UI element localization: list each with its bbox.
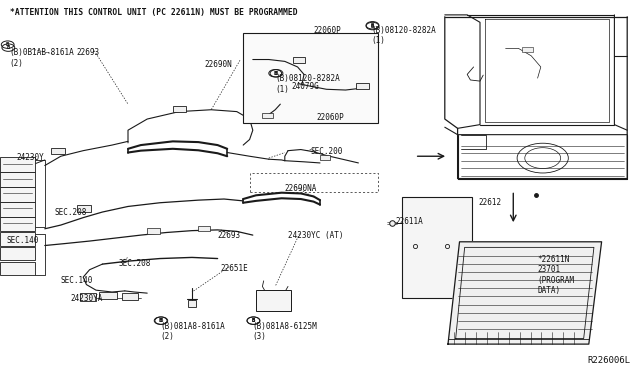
Bar — [0, 232, 35, 246]
Bar — [0, 172, 35, 187]
Bar — [0, 262, 35, 275]
Text: SEC.140: SEC.140 — [6, 236, 39, 245]
Text: 22651E: 22651E — [221, 264, 248, 273]
Text: 22693: 22693 — [218, 231, 241, 240]
Text: 22690NA: 22690NA — [285, 184, 317, 193]
Bar — [99, 292, 117, 299]
Text: (B)08120-8282A
(1): (B)08120-8282A (1) — [275, 74, 340, 94]
Text: SEC.200: SEC.200 — [310, 147, 343, 156]
Text: R226006L: R226006L — [588, 356, 630, 365]
Text: 24230YA: 24230YA — [70, 294, 103, 303]
Bar — [522, 47, 533, 52]
Text: (B)081A8-8161A
(2): (B)081A8-8161A (2) — [160, 322, 225, 341]
Text: B: B — [275, 71, 278, 76]
Bar — [293, 57, 305, 63]
Text: 22693: 22693 — [77, 48, 100, 57]
Bar — [320, 155, 330, 160]
Text: (B)081A8-6125M
(3): (B)081A8-6125M (3) — [253, 322, 317, 341]
Text: B: B — [252, 318, 255, 323]
Text: SEC.140: SEC.140 — [61, 276, 93, 285]
Text: B: B — [159, 318, 163, 323]
Text: 24230YC (AT): 24230YC (AT) — [288, 231, 344, 240]
Text: *22611N
23701
(PROGRAM
DATA): *22611N 23701 (PROGRAM DATA) — [538, 255, 575, 295]
Text: B: B — [371, 23, 374, 28]
Bar — [0, 187, 35, 202]
Bar — [80, 293, 96, 301]
Bar — [256, 290, 291, 311]
Bar — [356, 83, 369, 89]
Text: 24079G: 24079G — [291, 82, 319, 91]
Bar — [122, 293, 138, 300]
Bar — [0, 217, 35, 231]
Bar — [243, 33, 378, 123]
Polygon shape — [448, 242, 602, 344]
Bar — [51, 148, 65, 154]
Text: (B)0B1AB-8161A
(2): (B)0B1AB-8161A (2) — [10, 48, 74, 68]
Text: 22060P: 22060P — [314, 26, 341, 35]
Text: SEC.208: SEC.208 — [54, 208, 87, 217]
Text: B: B — [252, 318, 255, 323]
Text: 22690N: 22690N — [205, 60, 232, 68]
Text: B: B — [273, 71, 277, 76]
Bar — [0, 157, 35, 172]
Text: 3EC.208: 3EC.208 — [118, 259, 151, 267]
Text: 24230Y: 24230Y — [16, 153, 44, 161]
Bar — [0, 247, 35, 260]
Bar — [0, 202, 35, 217]
Text: 22060P: 22060P — [317, 113, 344, 122]
Text: 22612: 22612 — [479, 198, 502, 207]
Bar — [173, 106, 186, 112]
Bar — [77, 205, 91, 212]
Bar — [188, 300, 196, 307]
Text: B: B — [371, 23, 374, 29]
Text: (B)08120-8282A
(1): (B)08120-8282A (1) — [371, 26, 436, 45]
Text: B: B — [6, 45, 10, 50]
Text: *ATTENTION THIS CONTROL UNIT (PC 22611N) MUST BE PROGRAMMED: *ATTENTION THIS CONTROL UNIT (PC 22611N)… — [10, 8, 297, 17]
Text: B: B — [6, 42, 10, 47]
Text: 22611A: 22611A — [396, 217, 423, 225]
Bar — [262, 113, 273, 118]
Bar — [147, 228, 160, 234]
Text: B: B — [159, 318, 163, 323]
Bar — [198, 226, 210, 231]
Bar — [402, 197, 472, 298]
